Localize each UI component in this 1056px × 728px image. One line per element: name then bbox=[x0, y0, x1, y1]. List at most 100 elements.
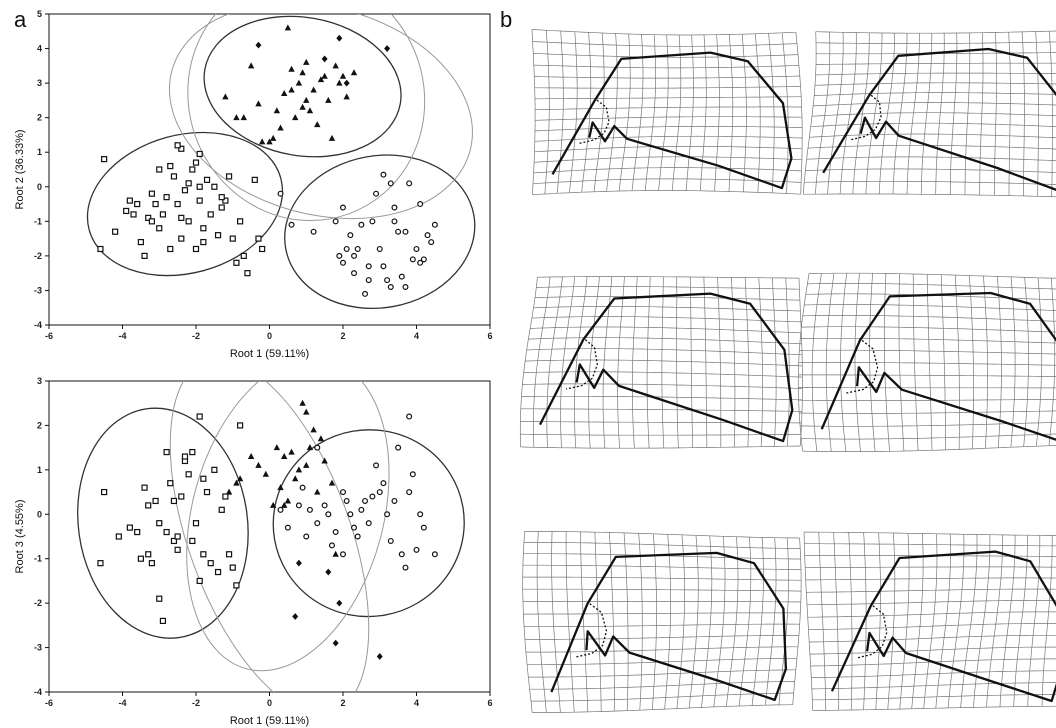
point-circle bbox=[409, 256, 416, 263]
data-points bbox=[97, 399, 438, 660]
point-diamond bbox=[332, 639, 339, 647]
y-tick-label: 1 bbox=[37, 465, 42, 475]
point-square bbox=[97, 245, 104, 253]
point-circle bbox=[431, 551, 438, 558]
point-circle bbox=[343, 497, 350, 504]
plot-frame bbox=[48, 380, 491, 693]
point-triangle bbox=[350, 69, 358, 76]
x-tick-label: -2 bbox=[192, 698, 200, 708]
point-triangle bbox=[225, 488, 233, 495]
grid-line-horizontal bbox=[534, 126, 803, 132]
point-square bbox=[225, 173, 233, 180]
point-square bbox=[218, 194, 225, 201]
point-square bbox=[101, 488, 108, 496]
grid-line-vertical bbox=[852, 32, 870, 195]
grid-line-vertical bbox=[854, 273, 861, 452]
grid-line-horizontal bbox=[799, 410, 1056, 414]
point-square bbox=[189, 166, 196, 173]
grid-line-horizontal bbox=[815, 30, 1056, 34]
grid-line-horizontal bbox=[800, 337, 1056, 344]
deformation-grid bbox=[522, 531, 802, 713]
grid-line-horizontal bbox=[533, 167, 802, 174]
point-triangle bbox=[321, 72, 328, 79]
point-triangle bbox=[303, 461, 310, 468]
point-square bbox=[167, 162, 174, 170]
point-square bbox=[233, 582, 240, 589]
grid-line-vertical bbox=[574, 276, 588, 448]
point-circle bbox=[284, 524, 291, 531]
deformation-grid bbox=[803, 531, 1056, 711]
grid-line-vertical bbox=[869, 273, 876, 452]
grid-line-horizontal bbox=[805, 566, 1056, 569]
grid-line-vertical bbox=[863, 532, 867, 710]
point-triangle bbox=[266, 138, 273, 145]
grid-line-horizontal bbox=[534, 86, 801, 89]
grid-line-horizontal bbox=[816, 62, 1056, 65]
grid-line-horizontal bbox=[525, 646, 798, 653]
point-triangle bbox=[233, 479, 240, 486]
point-triangle bbox=[317, 76, 325, 83]
deformation-grid bbox=[531, 29, 803, 195]
x-tick-label: 4 bbox=[414, 331, 419, 341]
grid-line-horizontal bbox=[812, 705, 1056, 711]
point-square bbox=[240, 252, 247, 259]
y-tick-label: -4 bbox=[34, 687, 42, 697]
x-tick-label: -2 bbox=[192, 331, 200, 341]
point-circle bbox=[406, 180, 413, 187]
point-square bbox=[196, 197, 203, 204]
grid-line-vertical bbox=[606, 33, 618, 192]
point-square bbox=[152, 497, 159, 505]
point-square bbox=[207, 211, 214, 218]
grid-line-vertical bbox=[701, 535, 713, 708]
dashed-contour bbox=[578, 99, 610, 145]
point-square bbox=[259, 245, 266, 253]
grid-line-vertical bbox=[676, 276, 679, 448]
grid-line-vertical bbox=[617, 276, 625, 449]
point-triangle bbox=[295, 466, 303, 473]
x-tick-label: -4 bbox=[118, 698, 126, 708]
grid-line-horizontal bbox=[802, 445, 1056, 452]
point-square bbox=[174, 142, 181, 149]
point-circle bbox=[391, 218, 398, 225]
point-circle bbox=[420, 524, 427, 531]
point-triangle bbox=[247, 62, 255, 69]
grid-line-vertical bbox=[544, 30, 550, 195]
grid-line-vertical bbox=[594, 532, 602, 712]
point-square bbox=[203, 176, 211, 183]
grid-line-vertical bbox=[792, 537, 802, 705]
point-triangle bbox=[332, 550, 339, 557]
point-circle bbox=[336, 252, 343, 259]
point-triangle bbox=[314, 488, 321, 495]
grid-line-horizontal bbox=[524, 623, 800, 628]
point-square bbox=[178, 214, 185, 221]
x-tick-label: -6 bbox=[45, 698, 53, 708]
grid-line-vertical bbox=[803, 532, 814, 711]
point-triangle bbox=[299, 69, 306, 76]
grid-line-horizontal bbox=[804, 304, 1056, 311]
point-circle bbox=[387, 283, 394, 290]
confidence-ellipses bbox=[86, 14, 476, 310]
point-circle bbox=[409, 471, 416, 478]
point-square bbox=[148, 190, 155, 197]
point-circle bbox=[351, 270, 358, 277]
grid-line-vertical bbox=[906, 33, 920, 195]
point-triangle bbox=[336, 79, 343, 86]
point-square bbox=[229, 564, 236, 571]
grid-line-horizontal bbox=[799, 349, 1056, 355]
point-circle bbox=[391, 204, 398, 211]
point-square bbox=[137, 238, 144, 246]
point-diamond bbox=[336, 599, 343, 607]
point-triangle bbox=[299, 399, 306, 406]
point-square bbox=[214, 232, 222, 239]
grid-line-horizontal bbox=[809, 646, 1056, 655]
point-circle bbox=[358, 506, 365, 513]
grid-line-vertical bbox=[661, 276, 665, 449]
x-tick-label: 0 bbox=[267, 331, 272, 341]
point-square bbox=[174, 533, 181, 540]
point-square bbox=[145, 502, 152, 509]
grid-line-vertical bbox=[940, 274, 947, 450]
point-circle bbox=[365, 277, 372, 284]
grid-line-horizontal bbox=[815, 41, 1056, 44]
point-square bbox=[229, 235, 236, 242]
